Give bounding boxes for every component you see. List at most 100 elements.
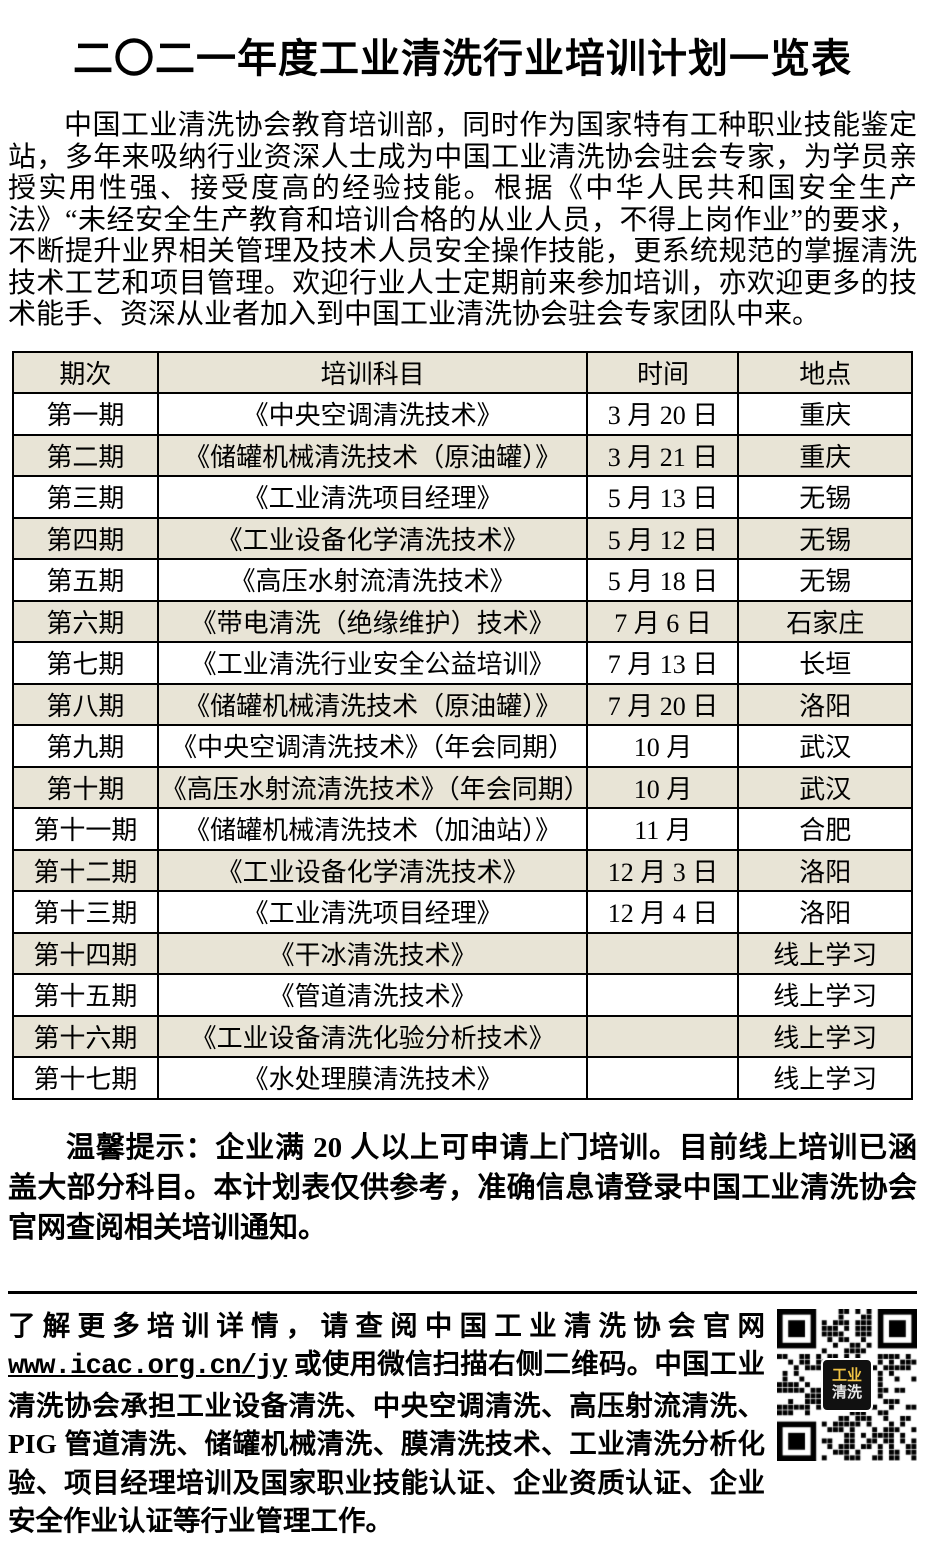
footer-paragraph: 了解更多培训详情，请查阅中国工业清洗协会官网 www.icac.org.cn/j… — [8, 1307, 777, 1541]
table-cell: 5 月 18 日 — [586, 558, 740, 602]
table-cell: 线上学习 — [737, 931, 913, 975]
table-cell: 7 月 20 日 — [586, 682, 740, 726]
table-cell: 《储罐机械清洗技术（加油站）》 — [156, 807, 589, 851]
table-cell: 第十二期 — [12, 848, 159, 892]
table-row: 第十二期 《工业设备化学清洗技术》 12 月 3 日洛阳 — [12, 848, 913, 892]
header-cell: 地点 — [737, 350, 913, 394]
header-cell: 期次 — [12, 350, 159, 394]
table-cell: 11 月 — [586, 807, 740, 851]
table-cell: 线上学习 — [737, 1014, 913, 1058]
qr-code: 工业 清洗 — [777, 1308, 917, 1461]
table-cell — [586, 931, 740, 975]
table-row: 第二期 《储罐机械清洗技术（原油罐）》 3 月 21 日重庆 — [12, 433, 913, 477]
table-cell: 第十期 — [12, 765, 159, 809]
table-cell: 武汉 — [737, 765, 913, 809]
table-cell: 重庆 — [737, 392, 913, 436]
table-cell: 《高压水射流清洗技术》（年会同期） — [156, 765, 589, 809]
table-row: 第十七期 《水处理膜清洗技术》 线上学习 — [12, 1056, 913, 1100]
table-cell: 第十一期 — [12, 807, 159, 851]
website-url[interactable]: www.icac.org.cn/jy — [8, 1351, 288, 1382]
table-cell: 第八期 — [12, 682, 159, 726]
table-row: 第五期 《高压水射流清洗技术》 5 月 18 日无锡 — [12, 558, 913, 602]
table-cell: 7 月 13 日 — [586, 641, 740, 685]
table-cell: 《带电清洗（绝缘维护）技术》 — [156, 599, 589, 643]
table-cell: 《储罐机械清洗技术（原油罐）》 — [156, 433, 589, 477]
header-cell: 培训科目 — [156, 350, 589, 394]
footer-divider — [8, 1290, 917, 1294]
table-cell: 10 月 — [586, 765, 740, 809]
table-row: 第十四期 《干冰清洗技术》 线上学习 — [12, 931, 913, 975]
table-cell — [586, 1056, 740, 1100]
table-cell: 第七期 — [12, 641, 159, 685]
table-cell: 《工业设备化学清洗技术》 — [156, 516, 589, 560]
table-cell — [586, 973, 740, 1017]
table-cell: 第三期 — [12, 475, 159, 519]
table-cell: 5 月 12 日 — [586, 516, 740, 560]
table-cell: 线上学习 — [737, 1056, 913, 1100]
table-cell: 《储罐机械清洗技术（原油罐）》 — [156, 682, 589, 726]
schedule-table-head-row: 期次 培训科目 时间 地点 — [12, 350, 913, 394]
table-row: 第七期 《工业清洗行业安全公益培训》 7 月 13 日长垣 — [12, 641, 913, 685]
qr-center-logo: 工业 清洗 — [821, 1357, 873, 1412]
table-cell: 10 月 — [586, 724, 740, 768]
table-row: 第十期 《高压水射流清洗技术》（年会同期） 10 月武汉 — [12, 765, 913, 809]
table-cell: 12 月 3 日 — [586, 848, 740, 892]
table-row: 第十一期 《储罐机械清洗技术（加油站）》 11 月合肥 — [12, 807, 913, 851]
table-cell: 3 月 21 日 — [586, 433, 740, 477]
header-cell: 时间 — [586, 350, 740, 394]
table-cell: 第二期 — [12, 433, 159, 477]
table-cell: 第十七期 — [12, 1056, 159, 1100]
table-row: 第十五期 《管道清洗技术》 线上学习 — [12, 973, 913, 1017]
table-row: 第一期 《中央空调清洗技术》 3 月 20 日重庆 — [12, 392, 913, 436]
table-cell: 《水处理膜清洗技术》 — [156, 1056, 589, 1100]
footer: 了解更多培训详情，请查阅中国工业清洗协会官网 www.icac.org.cn/j… — [8, 1307, 917, 1541]
table-cell: 无锡 — [737, 475, 913, 519]
table-row: 第六期 《带电清洗（绝缘维护）技术》 7 月 6 日石家庄 — [12, 599, 913, 643]
table-cell: 第五期 — [12, 558, 159, 602]
table-cell: 《管道清洗技术》 — [156, 973, 589, 1017]
table-cell: 第十四期 — [12, 931, 159, 975]
table-cell: 《工业清洗行业安全公益培训》 — [156, 641, 589, 685]
table-cell: 第九期 — [12, 724, 159, 768]
training-schedule-table: 期次 培训科目 时间 地点 第一期 《中央空调清洗技术》 3 月 20 日重庆 第二期 《储罐… — [12, 350, 913, 1100]
table-cell: 《中央空调清洗技术》（年会同期） — [156, 724, 589, 768]
table-cell: 第一期 — [12, 392, 159, 436]
table-row: 第九期 《中央空调清洗技术》（年会同期） 10 月武汉 — [12, 724, 913, 768]
table-cell: 洛阳 — [737, 682, 913, 726]
qr-logo-line2: 清洗 — [831, 1384, 862, 1401]
table-cell: 第十三期 — [12, 890, 159, 934]
table-cell: 无锡 — [737, 516, 913, 560]
table-cell: 《工业设备清洗化验分析技术》 — [156, 1014, 589, 1058]
table-cell: 第十六期 — [12, 1014, 159, 1058]
table-cell: 《工业清洗项目经理》 — [156, 475, 589, 519]
table-cell: 石家庄 — [737, 599, 913, 643]
table-row: 第四期 《工业设备化学清洗技术》 5 月 12 日无锡 — [12, 516, 913, 560]
table-row: 第八期 《储罐机械清洗技术（原油罐）》 7 月 20 日洛阳 — [12, 682, 913, 726]
table-cell: 《干冰清洗技术》 — [156, 931, 589, 975]
table-cell: 第十五期 — [12, 973, 159, 1017]
table-cell: 洛阳 — [737, 848, 913, 892]
table-cell: 第六期 — [12, 599, 159, 643]
table-cell: 洛阳 — [737, 890, 913, 934]
table-row: 第十六期 《工业设备清洗化验分析技术》 线上学习 — [12, 1014, 913, 1058]
table-cell: 12 月 4 日 — [586, 890, 740, 934]
table-row: 第三期 《工业清洗项目经理》 5 月 13 日无锡 — [12, 475, 913, 519]
qr-logo-line1: 工业 — [831, 1367, 862, 1384]
page-title: 二〇二一年度工业清洗行业培训计划一览表 — [73, 36, 852, 81]
table-cell — [586, 1014, 740, 1058]
table-cell: 长垣 — [737, 641, 913, 685]
intro-paragraph: 中国工业清洗协会教育培训部，同时作为国家特有工种职业技能鉴定站，多年来吸纳行业资… — [8, 110, 917, 330]
document-page: 二〇二一年度工业清洗行业培训计划一览表 中国工业清洗协会教育培训部，同时作为国家… — [0, 34, 925, 1541]
schedule-table-body: 第一期 《中央空调清洗技术》 3 月 20 日重庆 第二期 《储罐机械清洗技术（原油罐）… — [12, 392, 913, 1100]
table-cell: 线上学习 — [737, 973, 913, 1017]
table-cell: 《工业清洗项目经理》 — [156, 890, 589, 934]
table-cell: 合肥 — [737, 807, 913, 851]
table-row: 第十三期 《工业清洗项目经理》 12 月 4 日洛阳 — [12, 890, 913, 934]
table-cell: 第四期 — [12, 516, 159, 560]
table-cell: 《工业设备化学清洗技术》 — [156, 848, 589, 892]
tip-paragraph: 温馨提示：企业满 20 人以上可申请上门培训。目前线上培训已涵盖大部分科目。本计… — [8, 1131, 917, 1244]
table-cell: 武汉 — [737, 724, 913, 768]
table-cell: 《中央空调清洗技术》 — [156, 392, 589, 436]
table-cell: 《高压水射流清洗技术》 — [156, 558, 589, 602]
table-cell: 5 月 13 日 — [586, 475, 740, 519]
